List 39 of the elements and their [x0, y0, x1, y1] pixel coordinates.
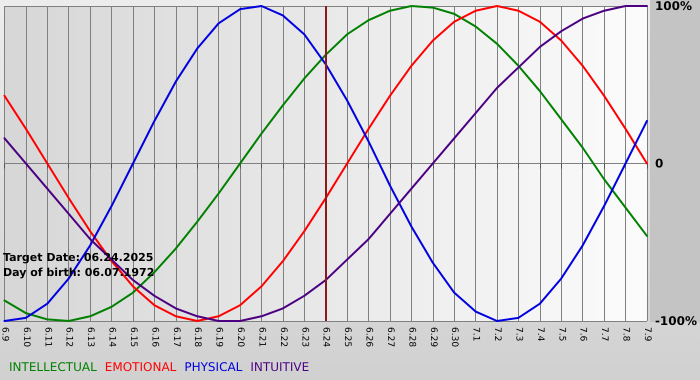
x-tick-label: 6.29 — [428, 327, 438, 348]
x-tick-label: 6.26 — [364, 327, 374, 348]
x-tick-label: 6.18 — [192, 327, 202, 348]
x-tick-label: 7.3 — [513, 327, 524, 342]
x-tick-label: 6.11 — [42, 327, 52, 348]
y-tick-label: 0 — [654, 156, 664, 170]
x-tick-label: 7.7 — [599, 327, 610, 342]
text: INTUITIVE — [250, 360, 310, 374]
x-tick-label: 7.5 — [556, 327, 566, 342]
line-series — [4, 5, 648, 322]
x-tick-label: 7.4 — [534, 327, 545, 342]
x-tick-label: 7.8 — [620, 327, 631, 342]
x-tick-label: 6.24 — [320, 327, 331, 348]
x-tick-label: 6.28 — [406, 327, 416, 348]
x-tick-label: 6.22 — [278, 327, 288, 348]
text: PHYSICAL — [184, 360, 243, 374]
x-tick-label: 6.13 — [85, 327, 96, 348]
x-tick-label: 6.23 — [299, 327, 310, 348]
text: EMOTIONAL — [104, 360, 177, 374]
x-tick-label: 7.2 — [492, 327, 502, 342]
x-tick-label: 6.16 — [149, 327, 160, 348]
x-tick-label: 6.20 — [235, 327, 246, 348]
x-tick-label: 6.17 — [170, 327, 181, 348]
x-tick-label: 6.12 — [64, 327, 74, 348]
y-tick-label: -100% — [654, 314, 698, 328]
x-tick-label: 7.9 — [642, 327, 652, 342]
x-tick-label: 6.30 — [449, 327, 460, 348]
y-tick-label: 100% — [654, 0, 692, 13]
x-tick-label: 6.14 — [106, 327, 117, 348]
x-tick-label: 7.1 — [470, 327, 481, 342]
text: INTELLECTUAL — [9, 360, 98, 374]
x-tick-label: 6.21 — [256, 327, 266, 348]
x-tick-label: 6.25 — [342, 327, 352, 348]
x-tick-label: 6.19 — [214, 327, 224, 348]
x-tick-label: 7.6 — [578, 327, 588, 342]
x-tick-label: 6.27 — [384, 327, 395, 348]
x-tick-label: 6.15 — [128, 327, 138, 348]
x-tick-label: 6.10 — [20, 327, 31, 348]
x-tick-label: 6.9 — [0, 327, 10, 342]
